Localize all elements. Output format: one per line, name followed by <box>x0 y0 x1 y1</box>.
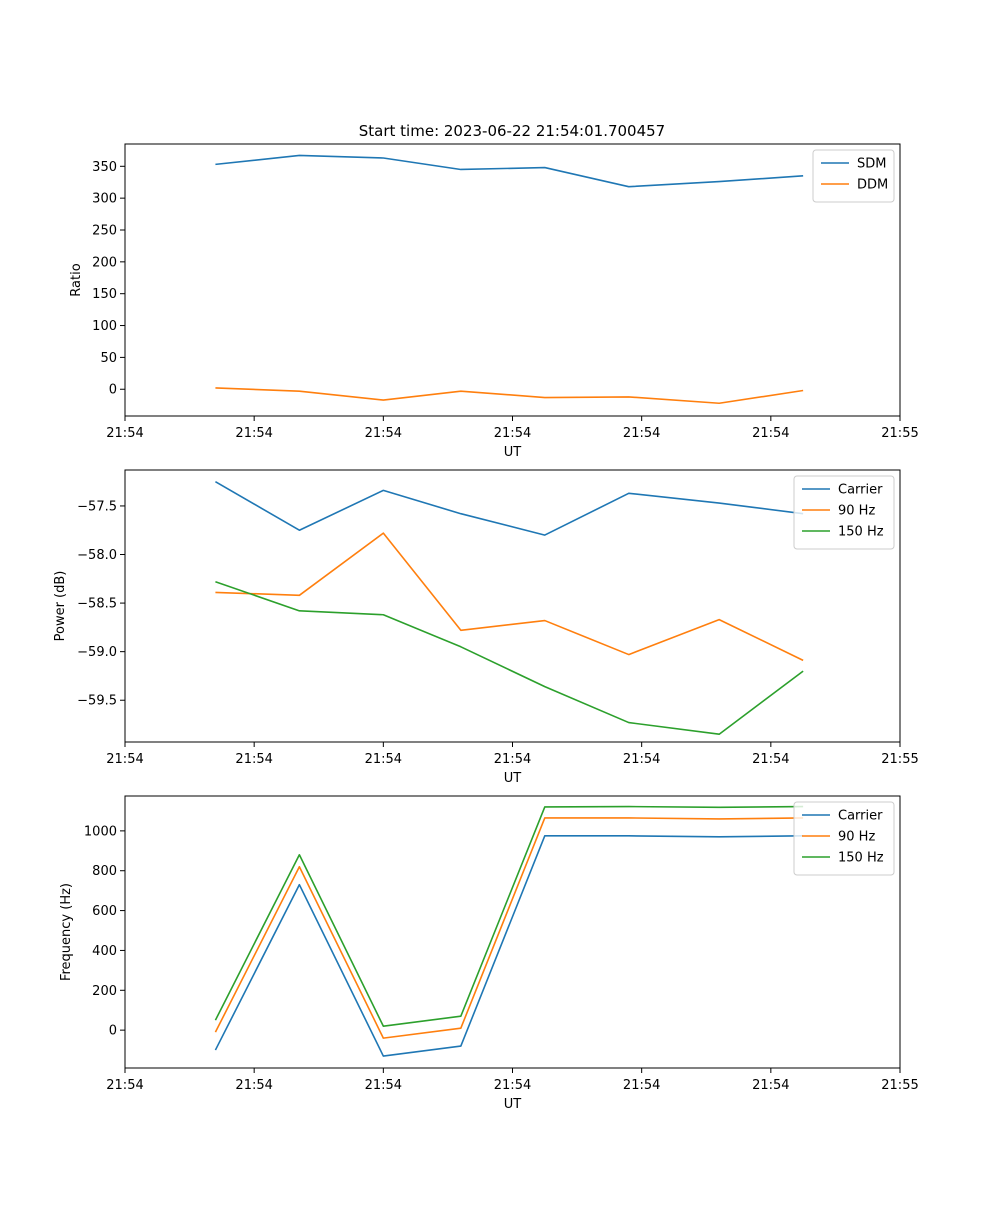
chart-1-legend-label: 150 Hz <box>838 525 884 540</box>
chart-0-series-ddm <box>215 387 804 405</box>
chart-1-axes-frame <box>124 469 901 743</box>
ratio-panel: 21:54 21:54 21:54 21:54 21:54 21:54 21:55 0 50 10… <box>69 143 919 460</box>
chart-0-x-tick-label: 21:54 <box>623 426 660 441</box>
chart-1-series-90-hz <box>215 532 804 662</box>
frequency-panel: 21:54 21:54 21:54 21:54 21:54 21:54 21:55 0 200 4… <box>59 795 919 1112</box>
chart-0-y-tick-label: 150 <box>92 287 117 302</box>
chart-2-legend-label: Carrier <box>838 809 883 824</box>
chart-0-x-tick-label: 21:54 <box>106 426 143 441</box>
chart-0-legend: SDM DDM <box>812 149 895 203</box>
chart-1-x-tick-label: 21:54 <box>752 752 789 767</box>
chart-0-axes-frame <box>124 143 901 417</box>
chart-2-y-tick-label: 600 <box>92 904 117 919</box>
chart-0-y-tick-label: 350 <box>92 160 117 175</box>
chart-0-y-tick-label: 50 <box>100 351 117 366</box>
chart-2-y-tick-label: 800 <box>92 864 117 879</box>
chart-1-series-150-hz <box>215 580 804 736</box>
chart-2-series-90-hz <box>214 817 804 1039</box>
chart-0-x-tick-label: 21:54 <box>365 426 402 441</box>
chart-2-y-axis-label: Frequency (Hz) <box>59 883 74 981</box>
chart-2-series-150-hz <box>214 805 804 1027</box>
chart-0-x-tick-label: 21:55 <box>881 426 918 441</box>
chart-2-y-tick-label: 0 <box>109 1024 117 1039</box>
chart-title: Start time: 2023-06-22 21:54:01.700457 <box>359 122 665 140</box>
chart-1-series-carrier <box>215 480 804 536</box>
chart-2-x-tick-label: 21:54 <box>494 1078 531 1093</box>
chart-2-legend: Carrier 90 Hz 150 Hz <box>793 801 895 876</box>
chart-1-y-tick-label: −59.0 <box>77 645 117 660</box>
chart-1-x-tick-label: 21:54 <box>235 752 272 767</box>
chart-1-legend-label: 90 Hz <box>838 504 875 519</box>
chart-0-series-sdm <box>215 154 804 188</box>
chart-2-x-tick-label: 21:54 <box>752 1078 789 1093</box>
chart-1-y-tick-label: −57.5 <box>77 499 117 514</box>
chart-2-y-tick-label: 1000 <box>84 824 117 839</box>
chart-2-x-tick-label: 21:54 <box>365 1078 402 1093</box>
chart-2-x-axis-label: UT <box>504 1097 522 1112</box>
chart-2-legend-label: 150 Hz <box>838 851 884 866</box>
chart-2-legend-label: 90 Hz <box>838 830 875 845</box>
chart-2-x-tick-label: 21:55 <box>881 1078 918 1093</box>
chart-0-x-tick-label: 21:54 <box>494 426 531 441</box>
chart-1-x-tick-label: 21:54 <box>365 752 402 767</box>
chart-0-y-tick-label: 100 <box>92 319 117 334</box>
chart-0-x-tick-label: 21:54 <box>235 426 272 441</box>
chart-0-y-tick-label: 0 <box>109 383 117 398</box>
chart-0-y-axis-label: Ratio <box>69 263 84 296</box>
chart-1-x-tick-label: 21:54 <box>623 752 660 767</box>
chart-0-y-tick-label: 250 <box>92 223 117 238</box>
chart-1-legend: Carrier 90 Hz 150 Hz <box>793 475 895 550</box>
chart-0-x-axis-label: UT <box>504 445 522 460</box>
chart-1-x-tick-label: 21:54 <box>494 752 531 767</box>
chart-2-x-tick-label: 21:54 <box>623 1078 660 1093</box>
chart-2-x-tick-label: 21:54 <box>106 1078 143 1093</box>
chart-1-x-tick-label: 21:55 <box>881 752 918 767</box>
chart-0-y-tick-label: 300 <box>92 192 117 207</box>
chart-1-y-tick-label: −58.0 <box>77 548 117 563</box>
chart-2-axes-frame <box>124 795 901 1069</box>
chart-1-y-axis-label: Power (dB) <box>53 571 68 642</box>
chart-1-y-tick-label: −59.5 <box>77 694 117 709</box>
chart-2-y-tick-label: 400 <box>92 944 117 959</box>
chart-0-legend-label: SDM <box>857 157 886 172</box>
chart-1-x-axis-label: UT <box>504 771 522 786</box>
chart-0-x-tick-label: 21:54 <box>752 426 789 441</box>
chart-2-x-tick-label: 21:54 <box>235 1078 272 1093</box>
chart-0-legend-label: DDM <box>857 178 888 193</box>
chart-1-x-tick-label: 21:54 <box>106 752 143 767</box>
chart-2-y-tick-label: 200 <box>92 984 117 999</box>
chart-1-legend-label: Carrier <box>838 483 883 498</box>
power-panel: 21:54 21:54 21:54 21:54 21:54 21:54 21:55 −57.5… <box>53 469 919 786</box>
chart-1-y-tick-label: −58.5 <box>77 597 117 612</box>
chart-2-series-carrier <box>214 835 804 1057</box>
chart-0-y-tick-label: 200 <box>92 255 117 270</box>
